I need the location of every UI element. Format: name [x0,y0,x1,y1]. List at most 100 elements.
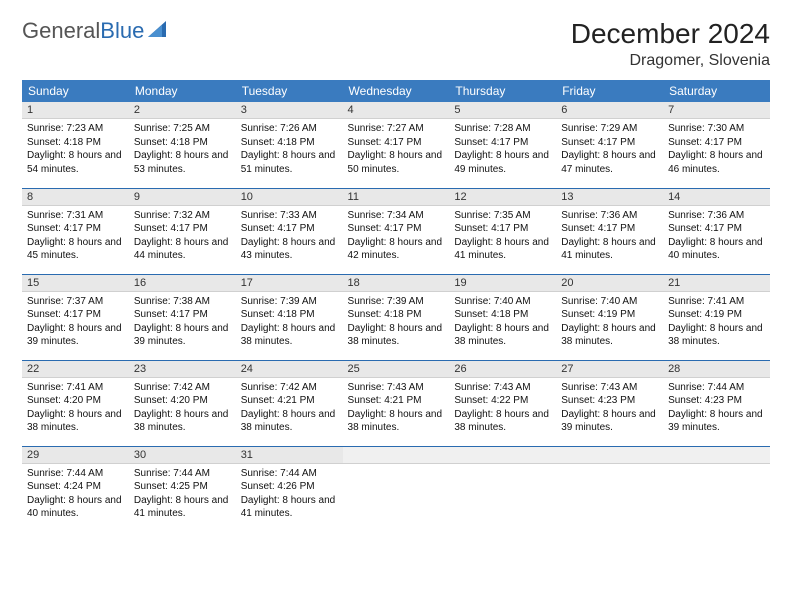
day-details: Sunrise: 7:31 AMSunset: 4:17 PMDaylight:… [22,206,129,267]
sunrise-text: Sunrise: 7:35 AM [454,209,551,223]
calendar-day-cell: 2Sunrise: 7:25 AMSunset: 4:18 PMDaylight… [129,102,236,188]
calendar-day-cell: 31Sunrise: 7:44 AMSunset: 4:26 PMDayligh… [236,446,343,532]
day-details: Sunrise: 7:42 AMSunset: 4:20 PMDaylight:… [129,378,236,439]
day-number: 10 [236,189,343,206]
sunset-text: Sunset: 4:17 PM [241,222,338,236]
daylight-text: Daylight: 8 hours and 45 minutes. [27,236,124,263]
day-details: Sunrise: 7:36 AMSunset: 4:17 PMDaylight:… [663,206,770,267]
day-number: 18 [343,275,450,292]
calendar-day-cell: 17Sunrise: 7:39 AMSunset: 4:18 PMDayligh… [236,274,343,360]
sunrise-text: Sunrise: 7:44 AM [27,467,124,481]
calendar-day-cell: 26Sunrise: 7:43 AMSunset: 4:22 PMDayligh… [449,360,556,446]
daylight-text: Daylight: 8 hours and 46 minutes. [668,149,765,176]
sunset-text: Sunset: 4:17 PM [27,308,124,322]
sunrise-text: Sunrise: 7:38 AM [134,295,231,309]
weekday-header: Monday [129,80,236,102]
sunrise-text: Sunrise: 7:40 AM [561,295,658,309]
calendar-day-cell: 8Sunrise: 7:31 AMSunset: 4:17 PMDaylight… [22,188,129,274]
daylight-text: Daylight: 8 hours and 38 minutes. [454,322,551,349]
daylight-text: Daylight: 8 hours and 42 minutes. [348,236,445,263]
day-number: 23 [129,361,236,378]
weekday-header: Thursday [449,80,556,102]
calendar-table: Sunday Monday Tuesday Wednesday Thursday… [22,80,770,532]
daylight-text: Daylight: 8 hours and 38 minutes. [348,408,445,435]
calendar-day-cell: 27Sunrise: 7:43 AMSunset: 4:23 PMDayligh… [556,360,663,446]
calendar-day-cell: 23Sunrise: 7:42 AMSunset: 4:20 PMDayligh… [129,360,236,446]
day-number: 9 [129,189,236,206]
sunrise-text: Sunrise: 7:23 AM [27,122,124,136]
sunrise-text: Sunrise: 7:31 AM [27,209,124,223]
sunrise-text: Sunrise: 7:39 AM [241,295,338,309]
day-details: Sunrise: 7:43 AMSunset: 4:23 PMDaylight:… [556,378,663,439]
daylight-text: Daylight: 8 hours and 38 minutes. [561,322,658,349]
day-number: 2 [129,102,236,119]
calendar-day-cell: 12Sunrise: 7:35 AMSunset: 4:17 PMDayligh… [449,188,556,274]
sunrise-text: Sunrise: 7:34 AM [348,209,445,223]
sunrise-text: Sunrise: 7:41 AM [668,295,765,309]
day-number: 31 [236,447,343,464]
daylight-text: Daylight: 8 hours and 44 minutes. [134,236,231,263]
sunset-text: Sunset: 4:18 PM [134,136,231,150]
day-number: 14 [663,189,770,206]
calendar-day-cell: 13Sunrise: 7:36 AMSunset: 4:17 PMDayligh… [556,188,663,274]
day-number: 12 [449,189,556,206]
sunrise-text: Sunrise: 7:43 AM [348,381,445,395]
day-number: 15 [22,275,129,292]
day-details: Sunrise: 7:25 AMSunset: 4:18 PMDaylight:… [129,119,236,180]
day-details: Sunrise: 7:39 AMSunset: 4:18 PMDaylight:… [343,292,450,353]
day-number: 28 [663,361,770,378]
day-number [343,447,450,464]
sunrise-text: Sunrise: 7:43 AM [561,381,658,395]
day-number: 21 [663,275,770,292]
day-details: Sunrise: 7:29 AMSunset: 4:17 PMDaylight:… [556,119,663,180]
sunrise-text: Sunrise: 7:32 AM [134,209,231,223]
sunset-text: Sunset: 4:17 PM [668,136,765,150]
day-number: 30 [129,447,236,464]
daylight-text: Daylight: 8 hours and 43 minutes. [241,236,338,263]
day-details: Sunrise: 7:23 AMSunset: 4:18 PMDaylight:… [22,119,129,180]
daylight-text: Daylight: 8 hours and 39 minutes. [668,408,765,435]
sunset-text: Sunset: 4:19 PM [561,308,658,322]
sunrise-text: Sunrise: 7:42 AM [134,381,231,395]
day-details: Sunrise: 7:43 AMSunset: 4:21 PMDaylight:… [343,378,450,439]
day-details: Sunrise: 7:36 AMSunset: 4:17 PMDaylight:… [556,206,663,267]
daylight-text: Daylight: 8 hours and 38 minutes. [454,408,551,435]
sunrise-text: Sunrise: 7:30 AM [668,122,765,136]
day-details: Sunrise: 7:39 AMSunset: 4:18 PMDaylight:… [236,292,343,353]
sunset-text: Sunset: 4:25 PM [134,480,231,494]
calendar-week-row: 1Sunrise: 7:23 AMSunset: 4:18 PMDaylight… [22,102,770,188]
sunrise-text: Sunrise: 7:28 AM [454,122,551,136]
daylight-text: Daylight: 8 hours and 38 minutes. [241,408,338,435]
logo-text: GeneralBlue [22,18,144,44]
logo-word2: Blue [100,18,144,43]
day-details: Sunrise: 7:40 AMSunset: 4:19 PMDaylight:… [556,292,663,353]
sunset-text: Sunset: 4:17 PM [561,136,658,150]
calendar-day-cell: 28Sunrise: 7:44 AMSunset: 4:23 PMDayligh… [663,360,770,446]
sunrise-text: Sunrise: 7:33 AM [241,209,338,223]
calendar-day-cell: 5Sunrise: 7:28 AMSunset: 4:17 PMDaylight… [449,102,556,188]
sunrise-text: Sunrise: 7:44 AM [241,467,338,481]
day-number: 13 [556,189,663,206]
sunset-text: Sunset: 4:17 PM [348,222,445,236]
day-details: Sunrise: 7:33 AMSunset: 4:17 PMDaylight:… [236,206,343,267]
sunset-text: Sunset: 4:17 PM [454,136,551,150]
daylight-text: Daylight: 8 hours and 39 minutes. [134,322,231,349]
day-number: 1 [22,102,129,119]
daylight-text: Daylight: 8 hours and 39 minutes. [561,408,658,435]
day-number: 20 [556,275,663,292]
month-title: December 2024 [571,18,770,50]
logo-word1: General [22,18,100,43]
calendar-day-cell: 6Sunrise: 7:29 AMSunset: 4:17 PMDaylight… [556,102,663,188]
day-details: Sunrise: 7:41 AMSunset: 4:20 PMDaylight:… [22,378,129,439]
calendar-day-cell: 20Sunrise: 7:40 AMSunset: 4:19 PMDayligh… [556,274,663,360]
logo-sail-icon [148,19,170,44]
day-details: Sunrise: 7:34 AMSunset: 4:17 PMDaylight:… [343,206,450,267]
sunset-text: Sunset: 4:17 PM [134,222,231,236]
daylight-text: Daylight: 8 hours and 38 minutes. [134,408,231,435]
day-details: Sunrise: 7:40 AMSunset: 4:18 PMDaylight:… [449,292,556,353]
day-details: Sunrise: 7:35 AMSunset: 4:17 PMDaylight:… [449,206,556,267]
sunset-text: Sunset: 4:20 PM [134,394,231,408]
day-number: 16 [129,275,236,292]
calendar-week-row: 22Sunrise: 7:41 AMSunset: 4:20 PMDayligh… [22,360,770,446]
day-details: Sunrise: 7:37 AMSunset: 4:17 PMDaylight:… [22,292,129,353]
